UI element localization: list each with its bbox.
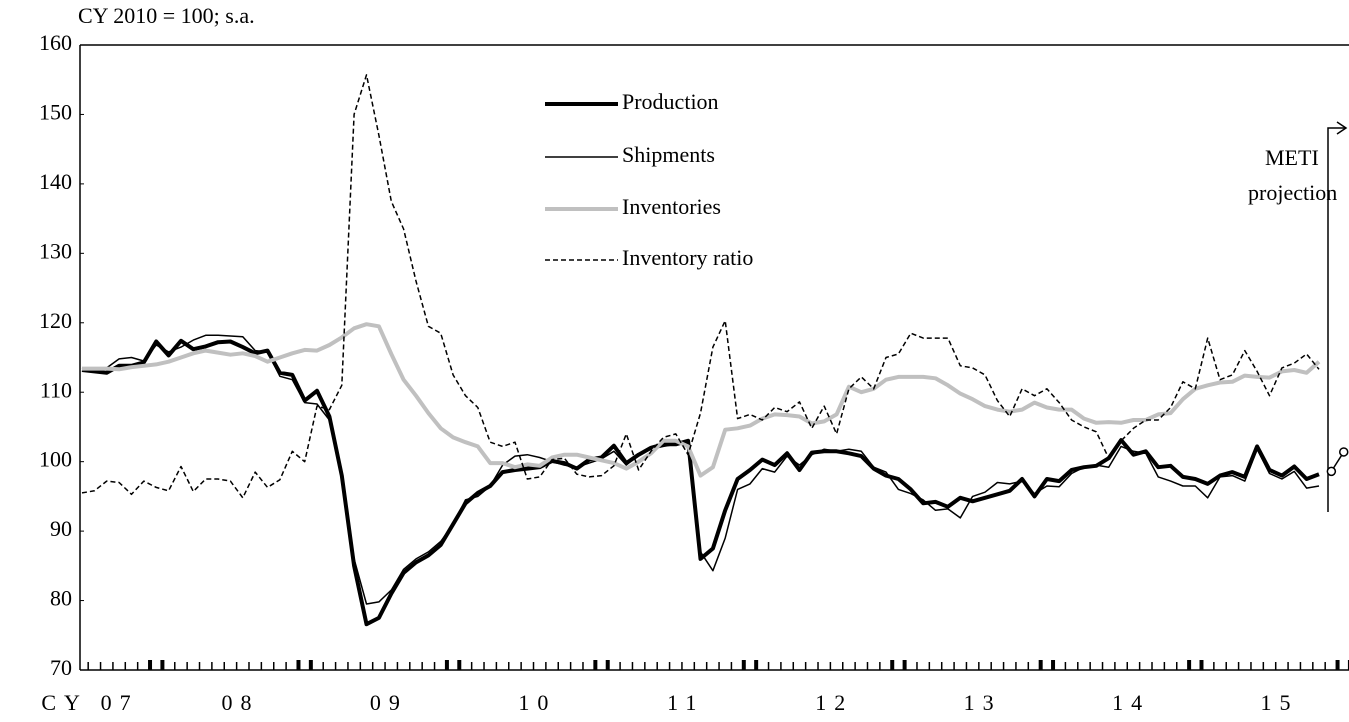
series-line	[81, 338, 1320, 627]
y-tick-label: 150	[39, 99, 72, 124]
y-tick-label: 70	[50, 655, 72, 680]
legend-label: Inventory ratio	[622, 245, 753, 270]
y-tick-label: 130	[39, 238, 72, 263]
y-tick-label: 90	[50, 516, 72, 541]
series-line	[82, 322, 1321, 478]
x-tick-label: 15	[1261, 690, 1299, 715]
x-tick-label: 09	[370, 690, 408, 715]
y-tick-label: 120	[39, 308, 72, 333]
x-tick-label: 11	[667, 690, 704, 715]
x-tick-label: CY 07	[41, 690, 138, 715]
arrow-head	[1336, 121, 1348, 135]
y-tick-label: 100	[39, 447, 72, 472]
y-tick-label: 110	[40, 377, 72, 402]
legend-label: Inventories	[622, 194, 721, 219]
projection-point	[1326, 466, 1337, 477]
y-tick-label: 140	[39, 169, 72, 194]
series-line	[81, 334, 1320, 605]
x-tick-label: 13	[964, 690, 1002, 715]
x-tick-label: 12	[815, 690, 853, 715]
projection-point	[1338, 447, 1349, 457]
projection-arrow	[1327, 127, 1345, 512]
legend-label: Shipments	[622, 142, 715, 167]
annotation: METI	[1265, 145, 1319, 170]
x-tick-label: 08	[221, 690, 259, 715]
y-tick-label: 160	[39, 30, 72, 55]
series-line	[81, 74, 1320, 499]
y-axis-label: CY 2010 = 100; s.a.	[78, 3, 255, 28]
legend-label: Production	[622, 89, 719, 114]
annotation: projection	[1248, 180, 1337, 205]
y-tick-label: 80	[50, 586, 72, 611]
x-tick-label: 10	[518, 690, 556, 715]
x-tick-label: 14	[1112, 690, 1150, 715]
